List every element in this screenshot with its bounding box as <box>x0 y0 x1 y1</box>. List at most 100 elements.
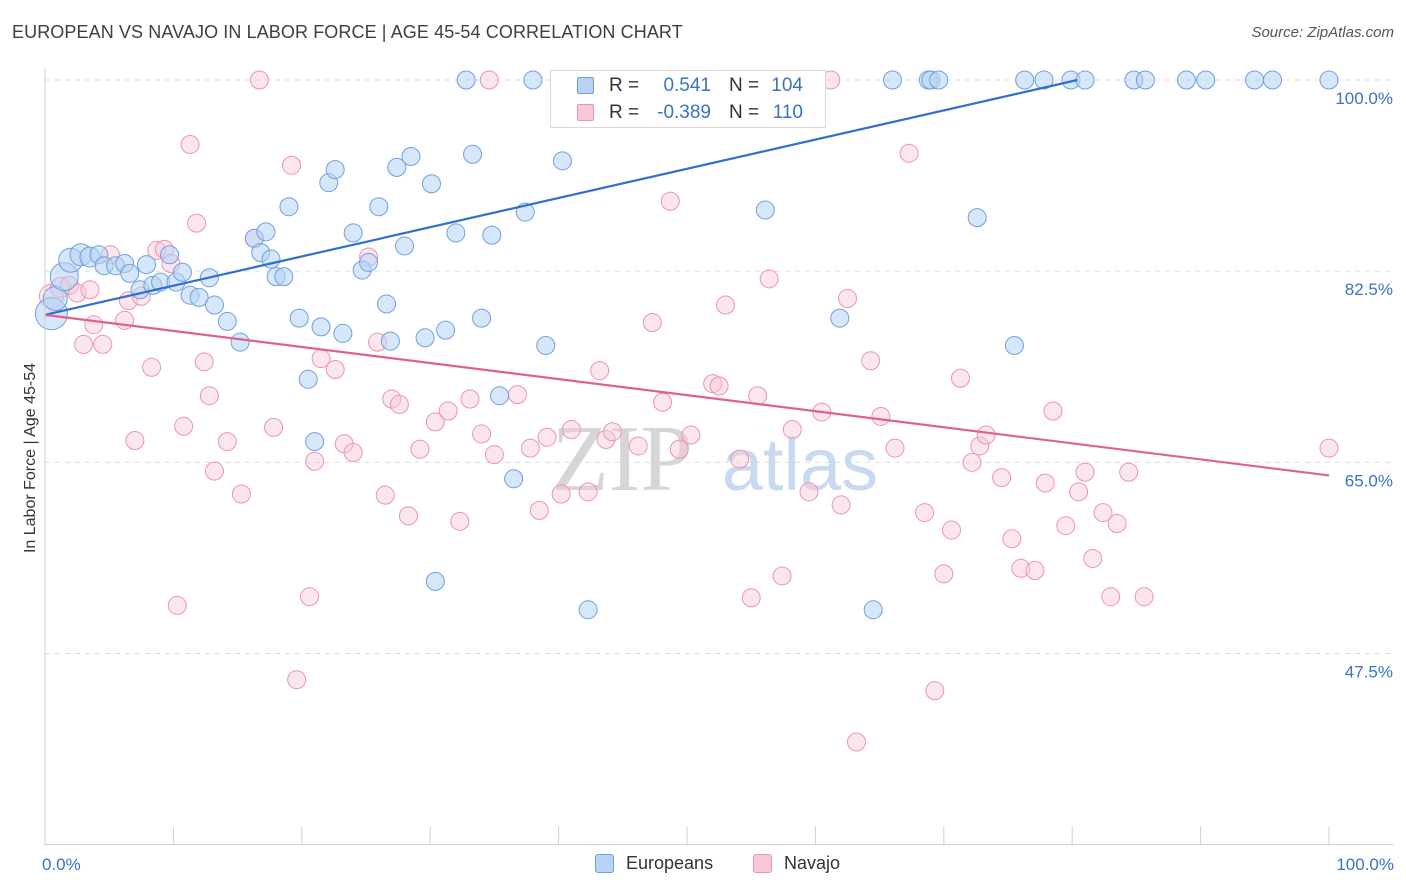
legend-row-navajo: R = -0.389 N = 110 <box>551 100 827 126</box>
navajo-point <box>174 416 194 436</box>
grid-lines <box>45 79 1394 654</box>
europeans-point <box>415 328 435 348</box>
navajo-point <box>300 587 320 607</box>
navajo-point <box>305 451 325 471</box>
navajo-point <box>194 352 214 372</box>
europeans-point <box>482 225 502 245</box>
europeans-point <box>1075 70 1095 90</box>
navajo-legend-swatch <box>753 854 772 873</box>
navajo-point <box>1119 462 1139 482</box>
europeans-point <box>172 262 192 282</box>
navajo-point <box>67 283 87 303</box>
europeans-point <box>279 197 299 217</box>
europeans-point <box>425 571 445 591</box>
europeans-point <box>456 70 476 90</box>
navajo-point <box>925 681 945 701</box>
navajo-point <box>915 503 935 523</box>
europeans-point <box>1135 70 1155 90</box>
axes: 47.5% 65.0% 82.5% 100.0% 0.0% 100.0% <box>42 68 1394 874</box>
navajo-point <box>861 351 881 371</box>
navajo-legend-label: Navajo <box>784 853 841 873</box>
chart-title: EUROPEAN VS NAVAJO IN LABOR FORCE | AGE … <box>12 22 683 42</box>
navajo-point <box>1069 482 1089 502</box>
navajo-point <box>180 134 200 154</box>
europeans-point <box>401 146 421 166</box>
navajo-point <box>472 424 492 444</box>
trend-lines <box>44 78 1330 477</box>
navajo-point <box>1075 462 1095 482</box>
navajo-point <box>93 334 113 354</box>
navajo-point <box>741 588 761 608</box>
europeans-point <box>1196 70 1216 90</box>
europeans-point <box>463 144 483 164</box>
navajo-point <box>520 438 540 458</box>
europeans-point <box>863 600 883 620</box>
navajo-point <box>217 432 237 452</box>
navajo-point <box>992 468 1012 488</box>
europeans-point <box>967 208 987 228</box>
navajo-point <box>425 412 445 432</box>
y-tick-label: 82.5% <box>1345 280 1393 299</box>
navajo-point <box>398 506 418 526</box>
navajo-r-value: -0.389 <box>657 102 711 123</box>
navajo-point <box>125 430 145 450</box>
europeans-point <box>472 308 492 328</box>
navajo-point <box>709 376 729 396</box>
navajo-point <box>1011 558 1031 578</box>
europeans-point <box>929 70 949 90</box>
navajo-point <box>578 482 598 502</box>
navajo-point <box>529 500 549 520</box>
navajo-trend-line <box>44 313 1330 477</box>
navajo-point <box>772 566 792 586</box>
europeans-point <box>189 287 209 307</box>
europeans-point <box>421 174 441 194</box>
europeans-point <box>204 295 224 315</box>
navajo-point <box>1134 587 1154 607</box>
navajo-point <box>187 213 207 233</box>
europeans-point <box>523 70 543 90</box>
navajo-point <box>438 401 458 421</box>
europeans-point <box>380 331 400 351</box>
navajo-point <box>561 420 581 440</box>
europeans-point <box>1319 70 1339 90</box>
navajo-point <box>1035 473 1055 493</box>
y-tick-label: 100.0% <box>1335 89 1393 108</box>
europeans-point <box>120 263 140 283</box>
navajo-point <box>642 313 662 333</box>
navajo-point <box>410 439 430 459</box>
navajo-point <box>970 436 990 456</box>
europeans-point <box>830 308 850 328</box>
navajo-point <box>950 368 970 388</box>
navajo-point <box>508 385 528 405</box>
europeans-n-value: 104 <box>771 75 803 96</box>
europeans-point <box>1004 335 1024 355</box>
navajo-point <box>603 422 623 442</box>
navajo-point <box>1002 529 1022 549</box>
europeans-point <box>359 252 379 272</box>
navajo-swatch <box>577 104 594 121</box>
navajo-point <box>249 70 269 90</box>
stats-legend: R = 0.541 N = 104 R = -0.389 N = 110 <box>550 70 826 128</box>
europeans-point <box>325 160 345 180</box>
navajo-point <box>199 386 219 406</box>
navajo-n-label: N = <box>729 102 760 123</box>
europeans-point <box>160 245 180 265</box>
europeans-swatch <box>577 77 594 94</box>
navajo-point <box>1101 587 1121 607</box>
navajo-point <box>782 420 802 440</box>
navajo-point <box>84 315 104 335</box>
y-tick-label: 47.5% <box>1345 663 1393 682</box>
navajo-point <box>660 191 680 211</box>
europeans-point <box>578 600 598 620</box>
europeans-point <box>1176 70 1196 90</box>
europeans-point <box>217 311 237 331</box>
navajo-point <box>846 732 866 752</box>
x-tick-label: 100.0% <box>1336 855 1394 874</box>
europeans-point <box>395 236 415 256</box>
europeans-point <box>755 200 775 220</box>
europeans-point <box>436 320 456 340</box>
navajo-point <box>899 143 919 163</box>
navajo-point <box>460 389 480 409</box>
navajo-point <box>343 443 363 463</box>
navajo-point <box>838 288 857 308</box>
